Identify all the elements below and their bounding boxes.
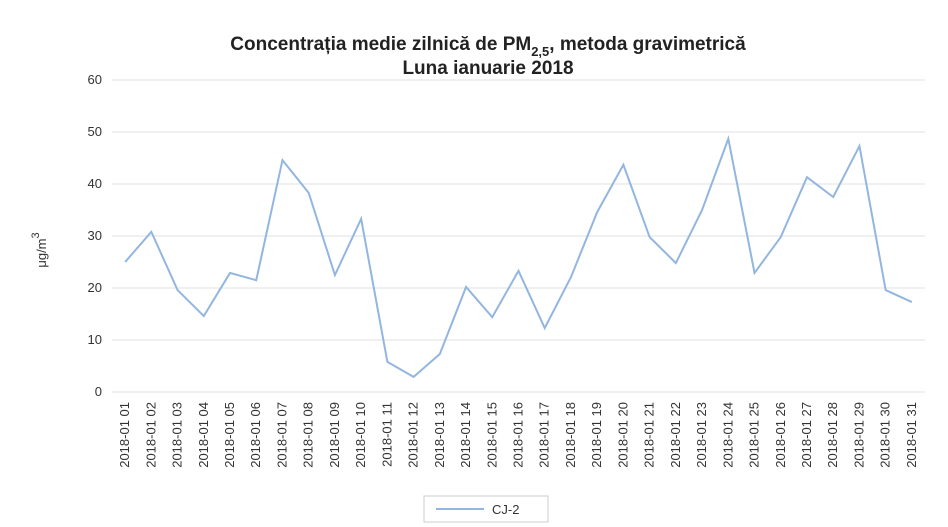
x-tick-label: 2018-01 24 — [720, 402, 735, 468]
chart-title: Concentrația medie zilnică de PM2,5, met… — [230, 34, 746, 59]
x-tick-label: 2018-01 12 — [406, 402, 421, 468]
x-tick-label: 2018-01 27 — [799, 402, 814, 468]
y-tick-label: 30 — [88, 228, 102, 243]
x-tick-label: 2018-01 31 — [904, 402, 919, 468]
x-tick-label: 2018-01 17 — [537, 402, 552, 468]
data-line — [124, 135, 913, 379]
title-text: Concentrația medie zilnică de PM — [230, 34, 531, 55]
x-tick-label: 2018-01 25 — [747, 402, 762, 468]
y-axis-label: μg/m3 — [30, 232, 49, 267]
y-tick-label: 60 — [88, 72, 102, 87]
x-tick-label: 2018-01 18 — [563, 402, 578, 468]
y-tick-label: 20 — [88, 280, 102, 295]
title-subscript: 2,5 — [531, 44, 549, 59]
x-tick-label: 2018-01 21 — [642, 402, 657, 468]
x-tick-label: 2018-01 13 — [432, 402, 447, 468]
x-tick-label: 2018-01 28 — [825, 402, 840, 468]
x-tick-label: 2018-01 08 — [301, 402, 316, 468]
x-tick-label: 2018-01 14 — [458, 402, 473, 468]
x-tick-label: 2018-01 10 — [353, 402, 368, 468]
x-tick-label: 2018-01 02 — [143, 402, 158, 468]
y-tick-label: 0 — [95, 384, 102, 399]
x-tick-label: 2018-01 29 — [851, 402, 866, 468]
legend-box — [423, 495, 549, 523]
x-tick-label: 2018-01 09 — [327, 402, 342, 468]
x-tick-label: 2018-01 16 — [511, 402, 526, 468]
legend-label: CJ-2 — [492, 502, 519, 517]
y-tick-label: 50 — [88, 124, 102, 139]
x-tick-label: 2018-01 20 — [615, 402, 630, 468]
x-tick-label: 2018-01 15 — [484, 402, 499, 468]
y-label-text: μg/m — [34, 238, 49, 267]
x-tick-label: 2018-01 01 — [117, 402, 132, 468]
y-label-superscript: 3 — [30, 232, 42, 238]
x-tick-label: 2018-01 22 — [668, 402, 683, 468]
x-tick-label: 2018-01 23 — [694, 402, 709, 468]
y-tick-label: 10 — [88, 332, 102, 347]
x-tick-label: 2018-01 26 — [773, 402, 788, 468]
x-tick-label: 2018-01 11 — [379, 402, 394, 467]
x-tick-label: 2018-01 06 — [248, 402, 263, 468]
x-tick-label: 2018-01 07 — [274, 402, 289, 468]
title-text: , metoda gravimetrică — [549, 34, 746, 55]
x-tick-label: 2018-01 30 — [878, 402, 893, 468]
x-tick-label: 2018-01 03 — [170, 402, 185, 468]
x-tick-label: 2018-01 19 — [589, 402, 604, 468]
chart-subtitle: Luna ianuarie 2018 — [402, 58, 573, 79]
x-tick-label: 2018-01 04 — [196, 402, 211, 468]
y-tick-label: 40 — [88, 176, 102, 191]
x-tick-label: 2018-01 05 — [222, 402, 237, 468]
